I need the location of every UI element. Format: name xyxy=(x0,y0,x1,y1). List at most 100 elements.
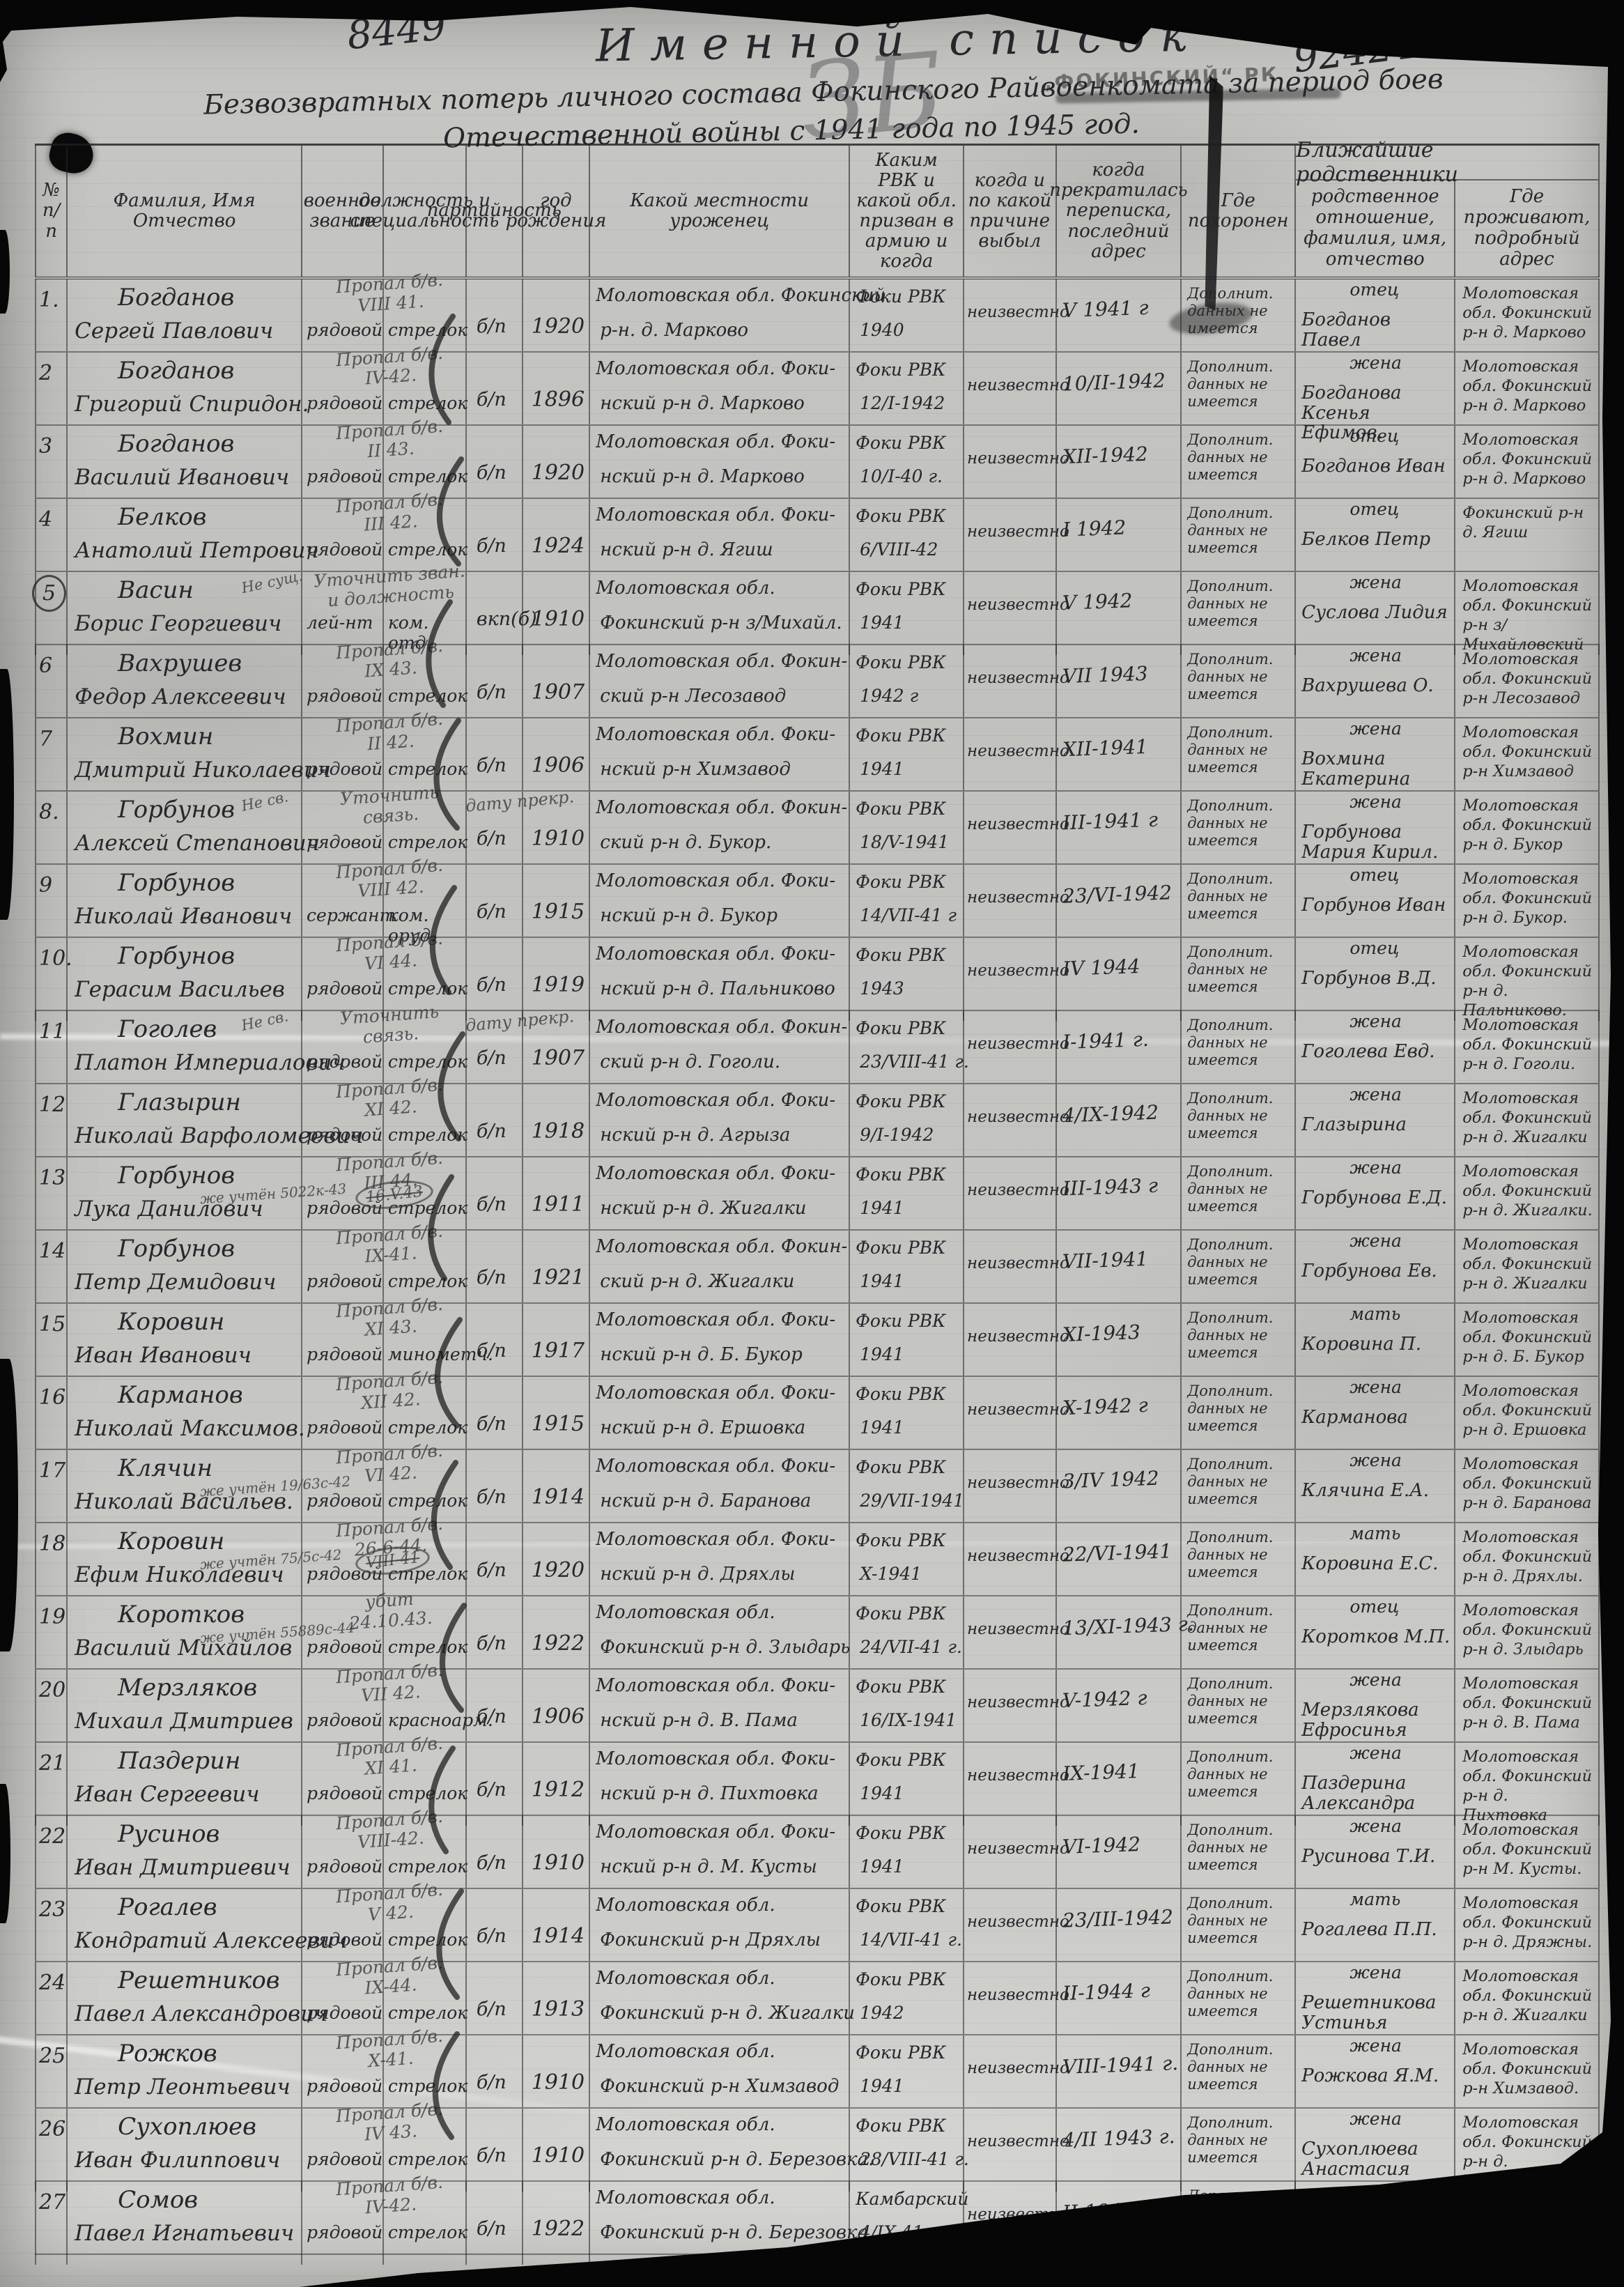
cell-last-letter: 4/II 1943 г. xyxy=(1057,2109,1182,2192)
cell-burial: Дополнит. данных не имеется xyxy=(1182,2109,1297,2192)
cell-loss-cause: неизвестно xyxy=(964,645,1069,717)
cell-loss-cause: неизвестно xyxy=(964,279,1069,351)
soldier-surname: Мерзляков xyxy=(118,1674,258,1702)
cell-index: 4 xyxy=(35,499,68,571)
cell-birthplace: Молотовская обл. Фоки- нский р-н д. Буко… xyxy=(590,865,851,937)
relative-relation: жена xyxy=(1350,1450,1402,1470)
cell-relative-address: Молотовская обл. Фокинский р-н д. Дряжны… xyxy=(1455,1889,1600,1961)
soldier-surname: Гоголев xyxy=(118,1015,217,1043)
cell-drafted-by: Фоки РВК 1940 xyxy=(850,279,965,351)
cell-relative: жена Гоголева Евд. xyxy=(1296,1011,1456,1083)
col-header-index: № п/п xyxy=(35,146,68,277)
relative-name: Коровина Е.С. xyxy=(1301,1553,1439,1574)
soldier-surname: Горбунов xyxy=(118,869,235,897)
cell-index: 2 xyxy=(35,353,68,424)
cell-loss-cause: неизвестно xyxy=(964,1596,1069,1668)
cell-relative: жена Карманова xyxy=(1296,1377,1456,1449)
cell-rank: рядовой xyxy=(302,1962,384,2034)
cell-index: 11 xyxy=(35,1011,68,1083)
col-header-loss-cause: когда и по какой причине выбыл xyxy=(964,146,1057,277)
cell-duty: ком. отд. xyxy=(384,572,467,655)
cell-birth-year: 1906 xyxy=(523,1670,591,1741)
soldier-surname: Богданов xyxy=(118,357,235,385)
soldier-given-name: Петр Леонтьевич xyxy=(75,2074,291,2100)
soldier-given-name: Григорий Спиридон. xyxy=(75,392,309,417)
cell-party: б/п xyxy=(467,2109,523,2192)
cell-party: б/п xyxy=(467,645,523,717)
cell-birthplace: Молотовская обл. Фокинский р-н Химзавод xyxy=(590,2035,851,2107)
cell-index: 22 xyxy=(35,1816,68,1888)
cell-burial: Дополнит. данных не имеется xyxy=(1182,2182,1297,2265)
soldier-surname: Карманов xyxy=(118,1381,243,1409)
cell-birthplace: Молотовская обл. Фокин- ский р-н д. Гого… xyxy=(590,1011,851,1083)
cell-relative-address: Молотовская обл. Фокинский р-н Химзавод xyxy=(1455,718,1600,790)
cell-index: 7 xyxy=(35,718,68,790)
torn-edge xyxy=(0,1359,18,1651)
soldier-given-name: Василий Иванович xyxy=(75,465,290,490)
cell-loss-cause: неизвестно xyxy=(964,1084,1069,1156)
cell-rank: рядовой xyxy=(302,938,384,1021)
cell-rank: рядовой xyxy=(302,1670,384,1741)
cell-relative: мать Коровина Е.С. xyxy=(1296,1523,1456,1595)
table-row: 4 Белков Анатолий Петрович рядовой стрел… xyxy=(35,489,1600,572)
table-header: № п/п Фамилия, Имя Отчество военное зван… xyxy=(35,138,1600,279)
cell-party: б/п xyxy=(467,1596,523,1668)
table-row: 18 Коровин же учтён 75/5с-42 Ефим Никола… xyxy=(35,1514,1600,1596)
soldier-surname: Богданов xyxy=(118,430,235,458)
cell-party: б/п xyxy=(467,279,523,351)
relative-name: Коротков М.П. xyxy=(1301,1626,1451,1647)
table-row: 2 Богданов Григорий Спиридон. рядовой ст… xyxy=(35,343,1600,442)
relative-name: Белков Петр xyxy=(1301,529,1431,550)
relative-relation: отец xyxy=(1350,499,1400,519)
cell-loss-cause: неизвестно xyxy=(964,2182,1069,2265)
cell-rank: рядовой xyxy=(302,718,384,790)
cell-rank: лей-нт xyxy=(302,572,384,655)
cell-rank: рядовой xyxy=(302,1743,384,1826)
cell-rank: рядовой xyxy=(302,279,384,351)
cell-relative-address: Молотовская обл. Фокинский р-н д. Жигалк… xyxy=(1455,1231,1600,1302)
cell-name: Горбунов же учтён 5022к-43 Лука Данилови… xyxy=(68,1157,347,1229)
col-header-birthplace: Какой местности уроженец xyxy=(590,146,851,277)
cell-relative-address: Молотовская обл. Фокинский р-н д. Жигалк… xyxy=(1455,1157,1600,1229)
relative-name: Горбунова Мария Кирил. xyxy=(1301,822,1439,863)
table-row: 17 Клячин же учтён 19/63с-42 Николай Вас… xyxy=(35,1440,1600,1523)
cell-index: 26 xyxy=(35,2109,68,2192)
cell-name: Решетников Павел Александрович xyxy=(68,1962,327,2034)
soldier-given-name: Федор Алексеевич xyxy=(75,684,286,709)
relative-name: Богданова Ксенья Ефимов. xyxy=(1301,383,1402,444)
cell-name: Богданов Василий Иванович xyxy=(68,426,303,498)
cell-birthplace: Молотовская обл. Фокинский р-н д. Березо… xyxy=(590,2182,868,2265)
cell-burial: Дополнит. данных не имеется xyxy=(1182,938,1297,1021)
cell-birthplace: Молотовская обл. Фоки- нский р-н д. Пихт… xyxy=(590,1743,851,1826)
cell-drafted-by: Фоки РВК 1941 xyxy=(850,1231,965,1302)
cell-loss-cause: неизвестно xyxy=(964,1377,1069,1449)
table-row: 22 Русинов Иван Дмитриевич рядовой стрел… xyxy=(35,1806,1600,1889)
cell-birthplace: Молотовская обл. Фоки- нский р-н д. Бара… xyxy=(590,1450,851,1522)
cell-relative-address: Молотовская обл. Фокинский р-н д. Барано… xyxy=(1455,1450,1600,1522)
table-row: 8. Горбунов Алексей Степанович рядовой с… xyxy=(35,782,1600,865)
cell-index: 18 xyxy=(35,1523,68,1595)
cell-party: б/п xyxy=(467,1157,523,1229)
cell-index: 12 xyxy=(35,1084,68,1156)
cell-drafted-by: Фоки РВК 14/VII-41 г xyxy=(850,865,965,937)
table-row: 9 Горбунов Николай Иванович сержант ком.… xyxy=(35,855,1600,946)
cell-birth-year: 1910 xyxy=(523,1816,591,1888)
table-row: 3 Богданов Василий Иванович рядовой стре… xyxy=(35,416,1600,499)
cell-drafted-by: Фоки РВК 1941 xyxy=(850,1816,965,1888)
cell-birthplace: Молотовская обл. Фоки- нский р-н д. В. П… xyxy=(590,1670,851,1741)
relative-relation: жена xyxy=(1350,1231,1402,1251)
cell-name: Русинов Иван Дмитриевич xyxy=(68,1816,303,1888)
relative-name: Рожкова Я.М. xyxy=(1301,2065,1439,2086)
cell-last-letter: XI-1943 xyxy=(1057,1304,1182,1376)
table-row: 19 Коротков же учтён 55889с-44 Василий М… xyxy=(35,1589,1600,1670)
soldier-surname: Паздерин xyxy=(118,1747,241,1775)
cell-birth-year: 1914 xyxy=(523,1889,591,1961)
cell-name: Рогалев Кондратий Алексеевич xyxy=(68,1889,348,1961)
cell-name: Рожков Петр Леонтьевич xyxy=(68,2035,303,2107)
cell-party: б/п xyxy=(467,718,523,790)
col-header-last-letter: когда прекратилась переписка, последний … xyxy=(1049,146,1188,277)
cell-loss-cause: неизвестно xyxy=(964,1962,1069,2034)
cell-drafted-by: Фоки РВК 1941 xyxy=(850,1743,965,1826)
relative-relation: мать xyxy=(1350,1889,1401,1909)
